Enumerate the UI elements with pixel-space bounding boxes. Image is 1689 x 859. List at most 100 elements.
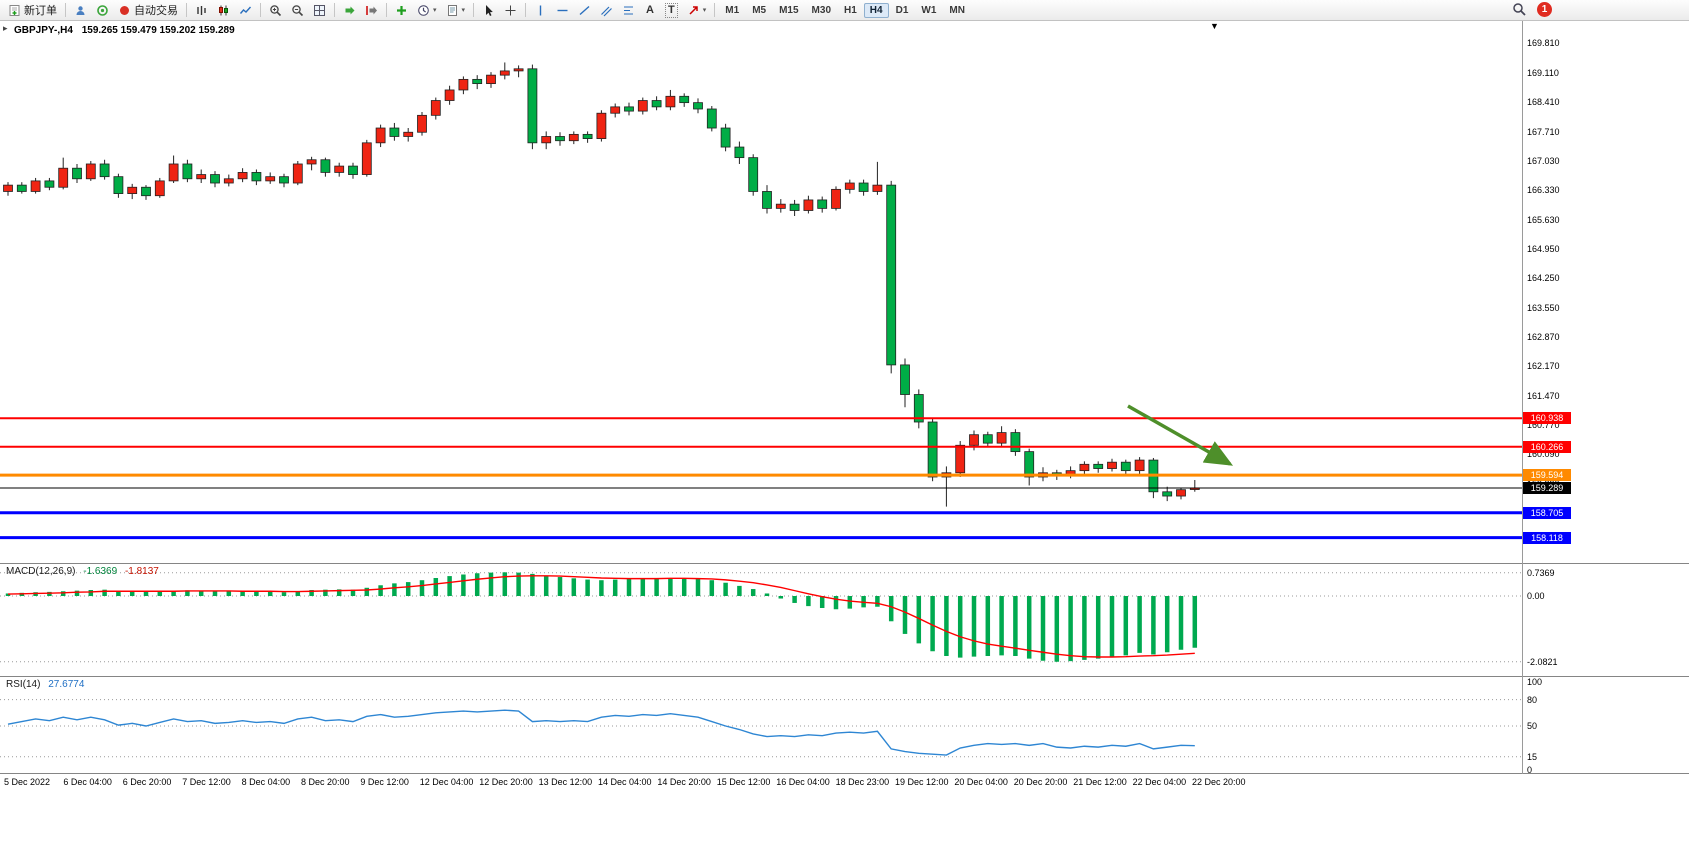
one-click-trading-toggle[interactable]: ▸	[3, 23, 8, 33]
chart-shift-button[interactable]	[361, 1, 382, 20]
trendline-button[interactable]	[574, 1, 595, 20]
chart-shift-icon	[366, 5, 377, 15]
toolbar-right-group: 1	[1512, 2, 1552, 17]
macd-histogram	[5, 572, 1198, 662]
auto-trading-label: 自动交易	[134, 5, 178, 17]
chart-symbol-period: GBPJPY-,H4	[14, 25, 73, 36]
macd-name: MACD(12,26,9)	[6, 566, 76, 577]
fibonacci-button[interactable]	[618, 1, 639, 20]
auto-trading-button[interactable]: 自动交易	[114, 1, 182, 20]
toolbar-separator	[260, 3, 261, 17]
search-icon[interactable]	[1512, 2, 1527, 17]
rsi-line	[7, 709, 1195, 756]
macd-signal-line	[7, 575, 1195, 658]
vertical-line-button[interactable]	[530, 1, 551, 20]
rsi-panel-label: RSI(14) 27.6774	[6, 679, 84, 690]
price-axis[interactable]	[1522, 21, 1689, 773]
rsi-name: RSI(14)	[6, 679, 41, 690]
panel-splitter-rsi[interactable]	[0, 676, 1689, 677]
cursor-icon	[486, 4, 493, 16]
horizontal-line-button[interactable]	[552, 1, 573, 20]
macd-signal-value: -1.8137	[124, 566, 159, 577]
label-tool-button[interactable]: T	[661, 1, 682, 20]
indicators-button[interactable]	[391, 1, 412, 20]
chart-ohlc-values: 159.265 159.479 159.202 159.289	[81, 25, 235, 36]
rsi-value: 27.6774	[48, 679, 85, 690]
trendline-icon	[579, 5, 590, 15]
templates-button[interactable]: ▾	[442, 1, 470, 20]
zoom-out-button[interactable]	[287, 1, 308, 20]
tile-windows-icon	[314, 4, 325, 16]
candlestick-button[interactable]	[213, 1, 234, 20]
indicators-icon	[397, 5, 406, 15]
toolbar-separator	[65, 3, 66, 17]
profiles-icon	[76, 5, 85, 15]
templates-icon	[447, 4, 457, 16]
dropdown-caret-icon: ▾	[461, 7, 466, 14]
toolbar-separator	[714, 3, 716, 17]
zoom-in-icon	[270, 4, 282, 16]
toolbar-separator	[473, 3, 475, 17]
horizontal-line-icon	[557, 9, 568, 11]
text-tool-icon: A	[646, 3, 654, 16]
periods-button[interactable]: ▾	[413, 1, 441, 20]
toolbar-separator	[334, 3, 335, 17]
bar-chart-button[interactable]	[191, 1, 212, 20]
price-axis-separator	[1522, 21, 1523, 774]
timeframe-w1-button[interactable]: W1	[921, 4, 937, 16]
line-chart-icon	[239, 6, 252, 14]
time-axis-separator	[0, 773, 1689, 774]
macd-panel-label: MACD(12,26,9) -1.6369 -1.8137	[6, 566, 159, 577]
fibonacci-icon	[624, 6, 634, 14]
profiles-button[interactable]	[70, 1, 91, 20]
periods-icon	[418, 4, 429, 16]
line-chart-button[interactable]	[235, 1, 256, 20]
auto-trading-icon	[120, 5, 129, 15]
alerts-button[interactable]	[92, 1, 113, 20]
arrows-button[interactable]: ▾	[683, 1, 711, 20]
alerts-icon	[97, 4, 108, 16]
timeframe-mn-button[interactable]: MN	[949, 4, 965, 16]
auto-scroll-icon	[345, 6, 355, 14]
timeframe-d1-button[interactable]: D1	[895, 4, 909, 16]
zoom-out-icon	[292, 4, 304, 16]
crosshair-button[interactable]	[500, 1, 521, 20]
timeframe-m15-button[interactable]: M15	[779, 4, 799, 16]
toolbar-separator	[525, 3, 527, 17]
time-axis[interactable]	[0, 774, 1522, 794]
timeframe-h1-button[interactable]: H1	[844, 4, 857, 16]
bar-chart-icon	[197, 5, 206, 15]
timeframe-h4-button[interactable]: H4	[863, 2, 889, 18]
toolbar: 新订单 自动交易 ▾ ▾ A T ▾ M1 M5 M15 M30 H1 H4 D…	[0, 0, 1689, 21]
toolbar-separator	[386, 3, 387, 17]
tile-windows-button[interactable]	[309, 1, 330, 20]
arrows-icon	[689, 5, 698, 15]
timeframe-m1-button[interactable]: M1	[725, 4, 740, 16]
zoom-in-button[interactable]	[265, 1, 286, 20]
candlestick-series	[3, 62, 1200, 507]
timeframe-m5-button[interactable]: M5	[752, 4, 767, 16]
vertical-line-icon	[539, 5, 542, 15]
dropdown-caret-icon: ▾	[702, 7, 707, 14]
channel-button[interactable]	[596, 1, 617, 20]
auto-scroll-button[interactable]	[339, 1, 360, 20]
candlestick-icon	[219, 5, 228, 15]
macd-main-value: -1.6369	[83, 566, 118, 577]
trend-arrow[interactable]	[1127, 404, 1234, 466]
cursor-button[interactable]	[478, 1, 499, 20]
timeframe-m30-button[interactable]: M30	[811, 4, 831, 16]
chart-title: GBPJPY-,H4 159.265 159.479 159.202 159.2…	[14, 25, 235, 36]
label-tool-icon: T	[665, 2, 678, 18]
new-order-icon	[9, 4, 20, 16]
dropdown-caret-icon: ▾	[433, 7, 437, 14]
text-tool-button[interactable]: A	[640, 1, 660, 20]
new-order-button[interactable]: 新订单	[4, 1, 61, 20]
new-order-label: 新订单	[24, 5, 57, 17]
notification-badge[interactable]: 1	[1537, 2, 1552, 17]
chart-shift-marker[interactable]: ▼	[1210, 21, 1219, 31]
toolbar-separator	[186, 3, 187, 17]
panel-splitter-macd[interactable]	[0, 563, 1689, 564]
channel-icon	[601, 6, 612, 16]
crosshair-icon	[505, 5, 516, 15]
